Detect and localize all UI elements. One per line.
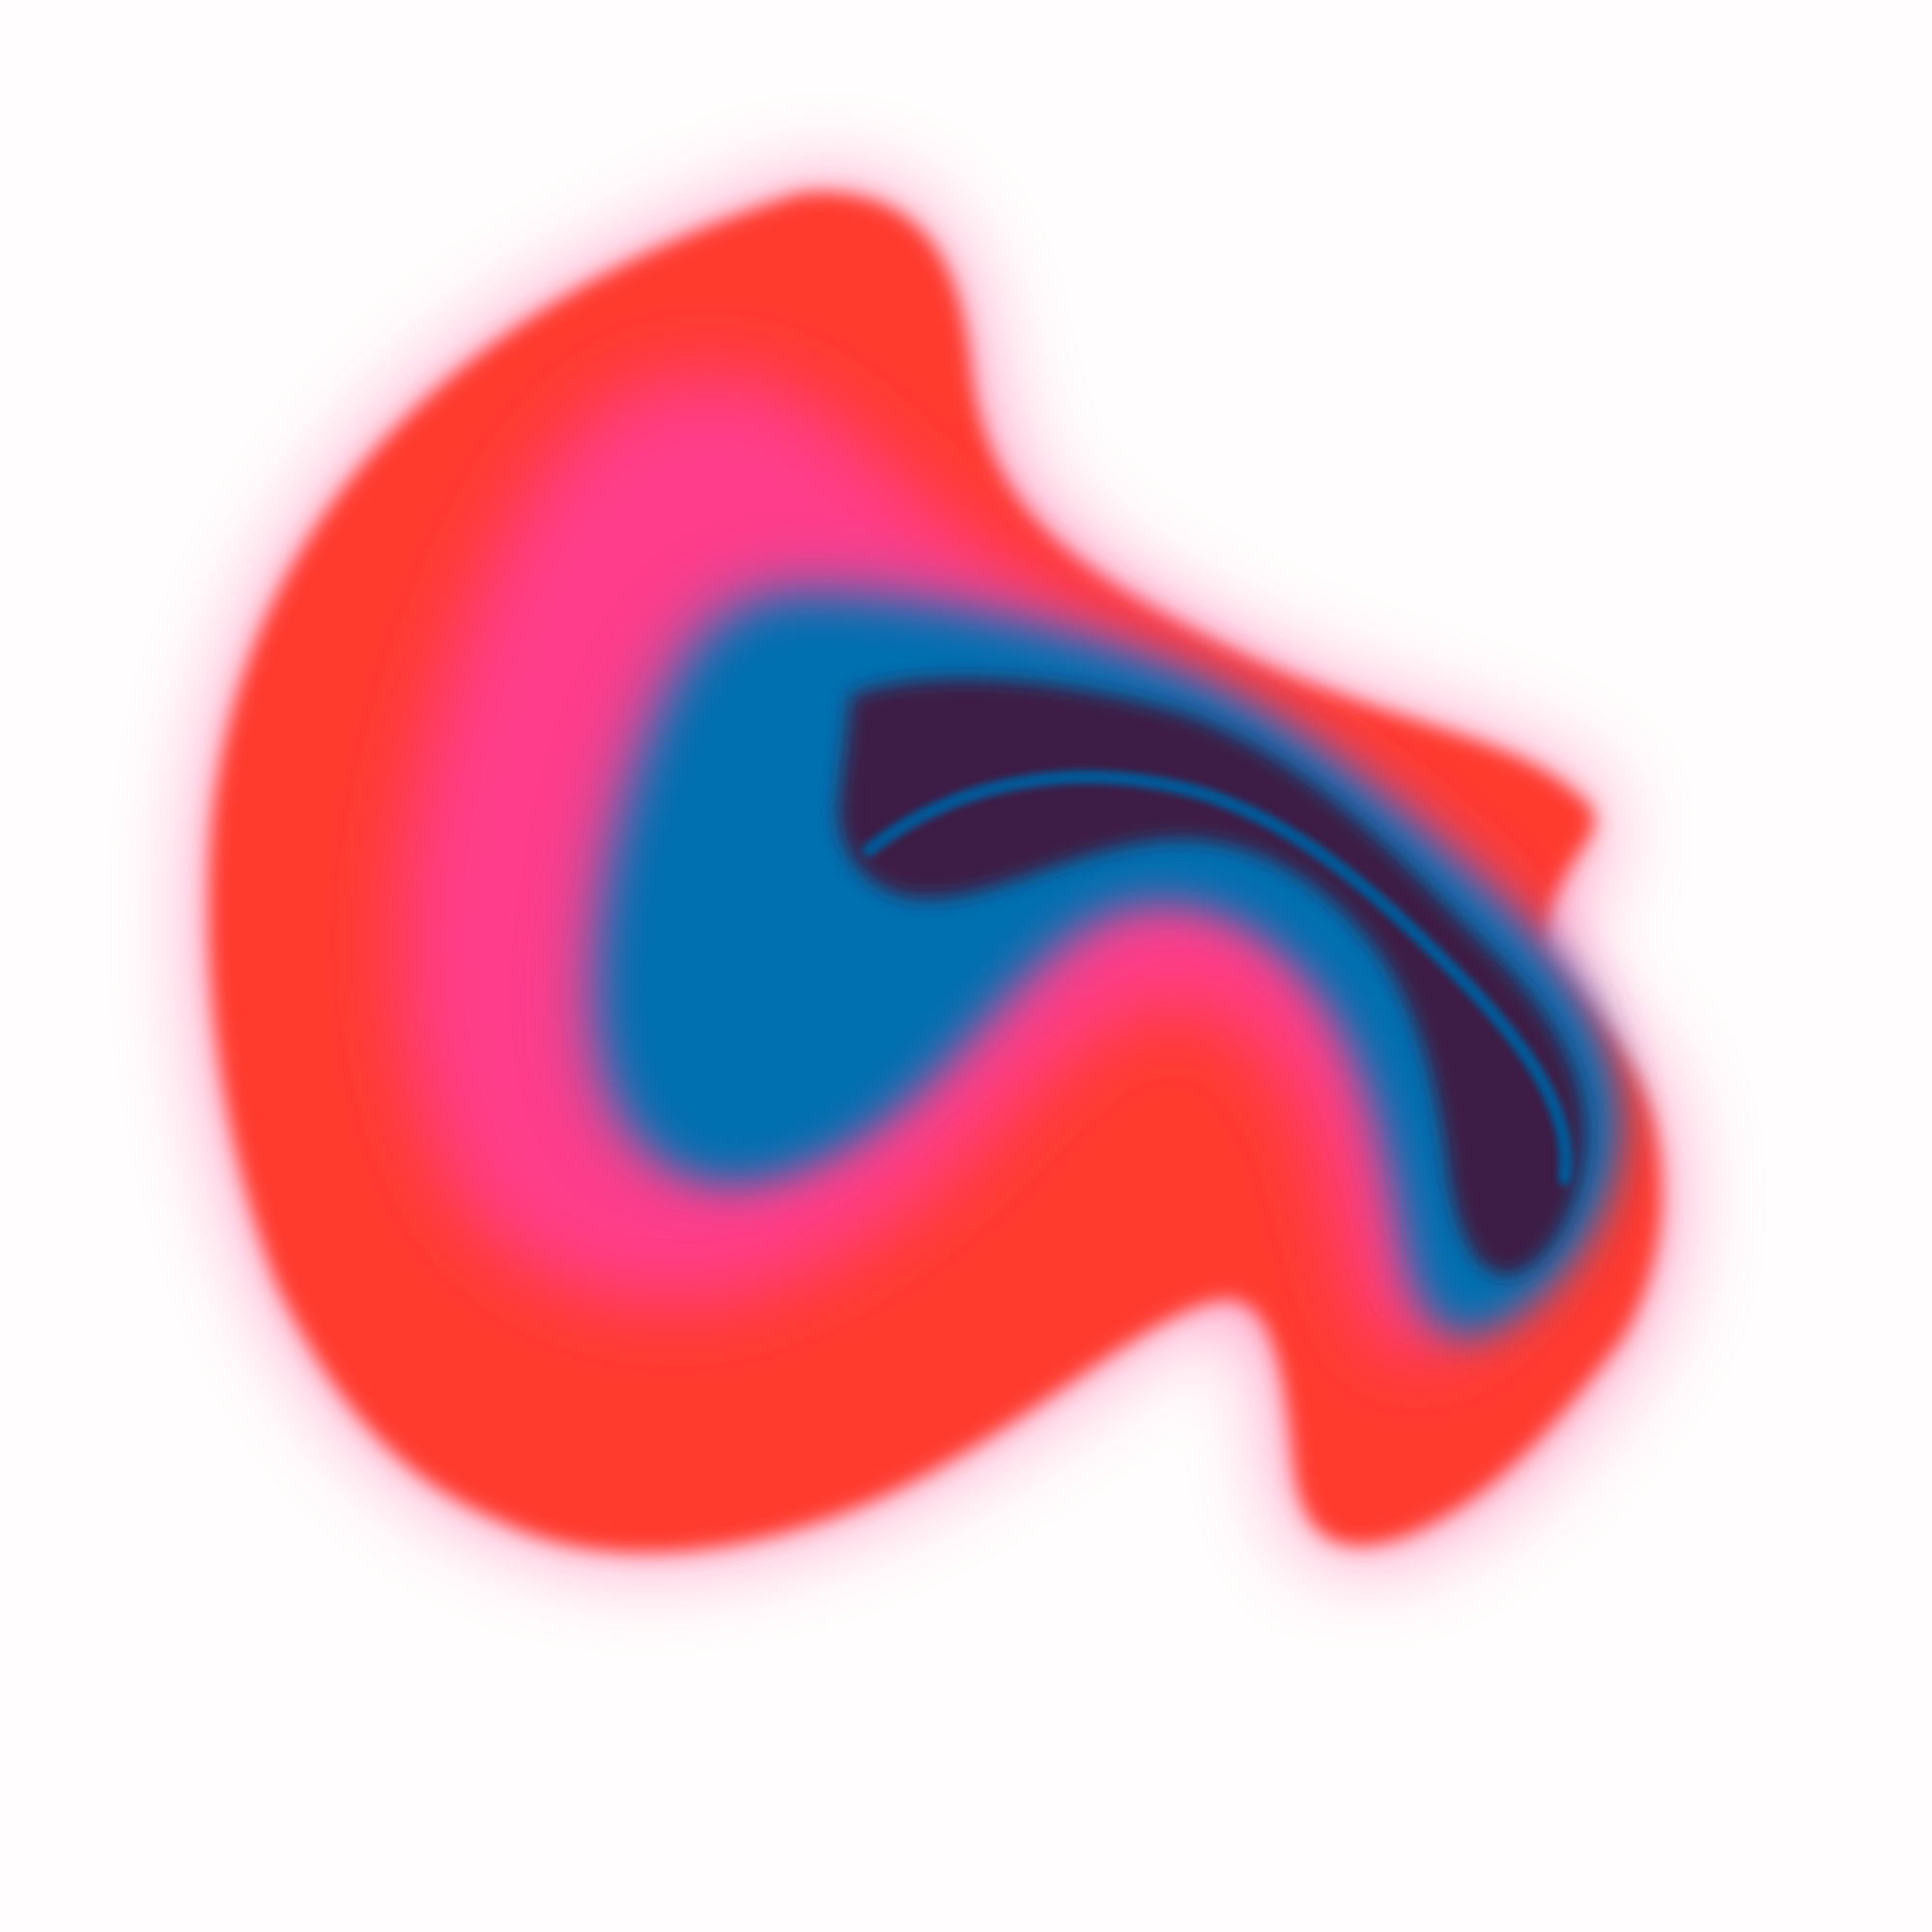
blue-edge-line (863, 770, 1574, 1185)
dark-purple-tongue (838, 678, 1586, 1275)
